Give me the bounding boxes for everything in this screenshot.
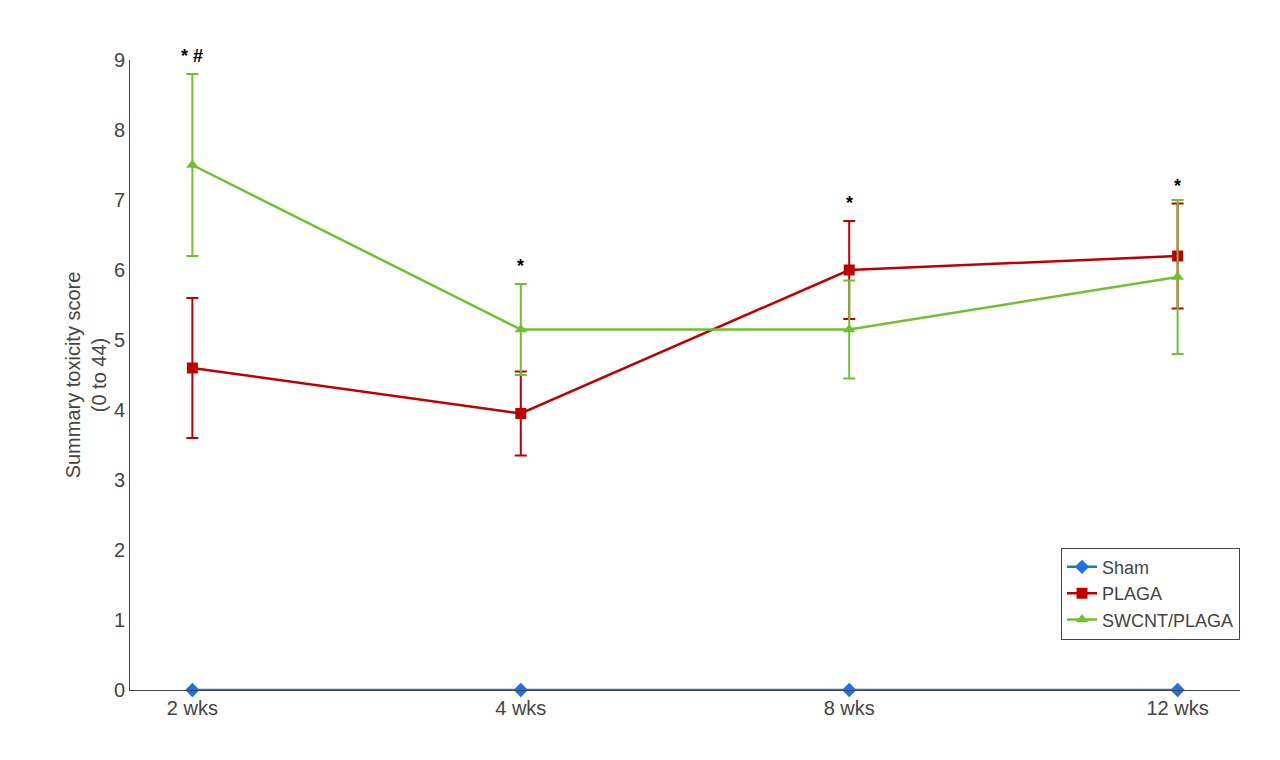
svg-text:Sham: Sham (1102, 558, 1149, 578)
svg-text:2: 2 (114, 539, 125, 561)
svg-text:12 wks: 12 wks (1146, 697, 1208, 719)
svg-text:4: 4 (114, 399, 125, 421)
svg-text:*: * (1174, 176, 1181, 196)
svg-text:7: 7 (114, 189, 125, 211)
svg-text:PLAGA: PLAGA (1102, 584, 1162, 604)
svg-text:SWCNT/PLAGA: SWCNT/PLAGA (1102, 611, 1233, 631)
svg-text:2 wks: 2 wks (167, 697, 218, 719)
svg-text:*: * (517, 256, 524, 276)
svg-text:8 wks: 8 wks (824, 697, 875, 719)
svg-text:*: * (846, 193, 853, 213)
svg-text:8: 8 (114, 119, 125, 141)
svg-text:9: 9 (114, 49, 125, 71)
svg-text:* #: * # (181, 46, 203, 66)
svg-text:0: 0 (114, 679, 125, 701)
svg-text:1: 1 (114, 609, 125, 631)
svg-text:5: 5 (114, 329, 125, 351)
svg-text:6: 6 (114, 259, 125, 281)
svg-text:4 wks: 4 wks (495, 697, 546, 719)
svg-text:Summary toxicity score(0 to 44: Summary toxicity score(0 to 44) (62, 272, 110, 479)
svg-text:3: 3 (114, 469, 125, 491)
